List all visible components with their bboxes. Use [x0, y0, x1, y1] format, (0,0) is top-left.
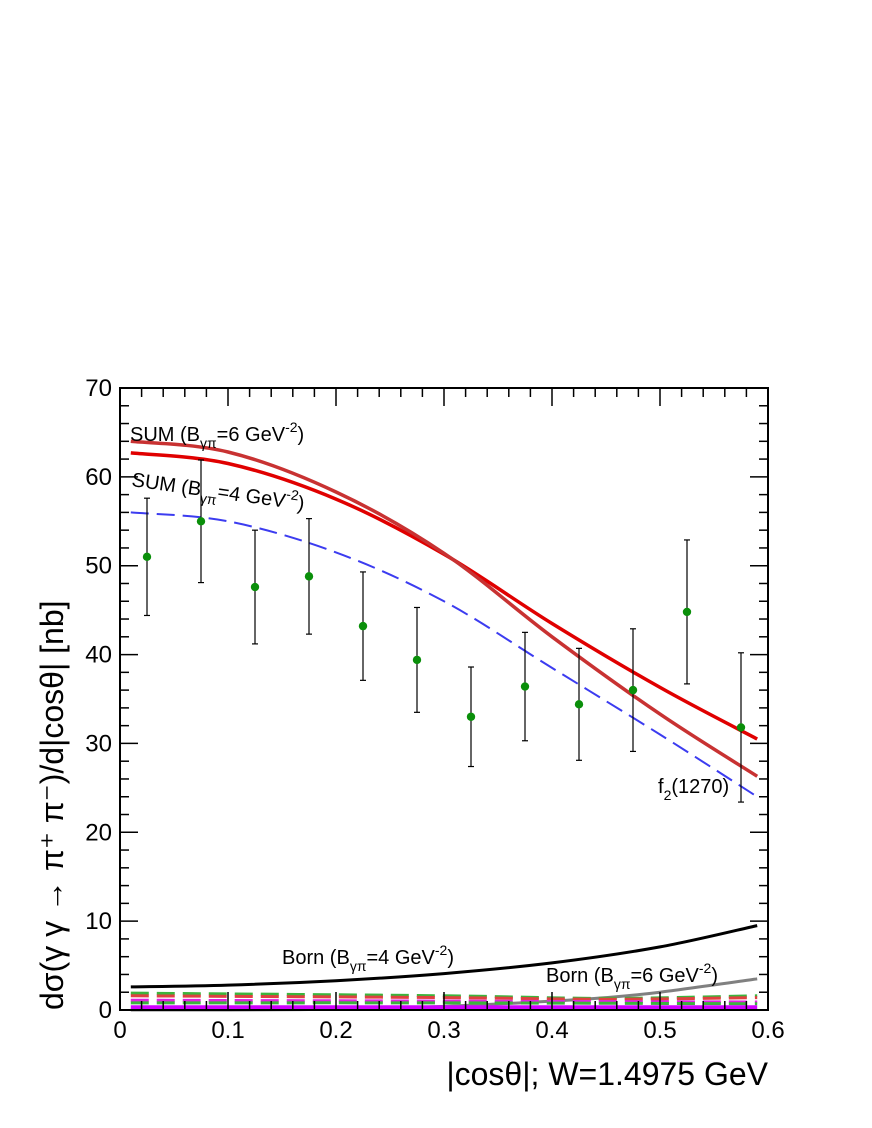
- annotation-f2: f2(1270): [658, 776, 729, 803]
- series-line-6: [130, 994, 758, 1001]
- y-tick-label-1: 10: [85, 908, 112, 935]
- series-line-3: [130, 924, 758, 989]
- data-point-8: [574, 700, 584, 709]
- y-tick-label-7: 70: [85, 375, 112, 402]
- y-tick-label-2: 20: [85, 819, 112, 846]
- x-tick-label-6: 0.6: [751, 1017, 784, 1044]
- series-line-2: [130, 511, 758, 798]
- annotation-born-b4: Born (Bγπ=4 GeV-2): [282, 942, 454, 974]
- x-tick-label-1: 0.1: [211, 1017, 244, 1044]
- annotation-sum-b4: SUM (Bγπ=4 GeV-2): [130, 464, 307, 520]
- y-axis-title: dσ(γ γ → π⁺ π⁻)/d|cosθ| [nb]: [34, 600, 70, 1010]
- y-tick-label-0: 0: [99, 997, 112, 1024]
- y-tick-label-4: 40: [85, 642, 112, 669]
- data-point-0: [142, 552, 152, 562]
- data-point-4: [358, 621, 368, 631]
- y-tick-label-5: 50: [85, 553, 112, 580]
- data-point-2: [250, 582, 260, 592]
- x-tick-label-3: 0.3: [427, 1017, 460, 1044]
- data-point-10: [682, 607, 692, 617]
- frame-rect: [119, 387, 769, 1011]
- series-lines: [130, 439, 759, 1012]
- x-tick-label-2: 0.2: [319, 1017, 352, 1044]
- series-line-1: [130, 439, 759, 778]
- y-axis-title-text: dσ(γ γ → π⁺ π⁻)/d|cosθ| [nb]: [34, 600, 70, 1010]
- data-point-6: [466, 712, 476, 721]
- data-point-7: [520, 682, 530, 691]
- data-point-11: [736, 723, 746, 732]
- x-tick-label-0: 0: [113, 1017, 126, 1044]
- x-axis-title: |cosθ|; W=1.4975 GeV: [446, 1056, 768, 1092]
- data-point-3: [304, 572, 314, 581]
- data-point-1: [196, 517, 206, 526]
- y-tick-label-6: 60: [85, 464, 112, 491]
- plot-frame: [119, 387, 769, 1011]
- annotation-born-b6: Born (Bγπ=6 GeV-2): [546, 960, 718, 992]
- x-tick-label-4: 0.4: [535, 1017, 568, 1044]
- data-point-5: [412, 655, 422, 665]
- data-points: [142, 459, 746, 803]
- data-point-9: [628, 685, 638, 695]
- axis-ticks: 0 0.1 0.2 0.3 0.4 0.5 0.6 0 10 20 30 40 50 60 70: [85, 375, 784, 1044]
- annotation-sum-b6: SUM (Bγπ=6 GeV-2): [130, 419, 304, 451]
- x-tick-label-5: 0.5: [643, 1017, 676, 1044]
- y-tick-label-3: 30: [85, 730, 112, 757]
